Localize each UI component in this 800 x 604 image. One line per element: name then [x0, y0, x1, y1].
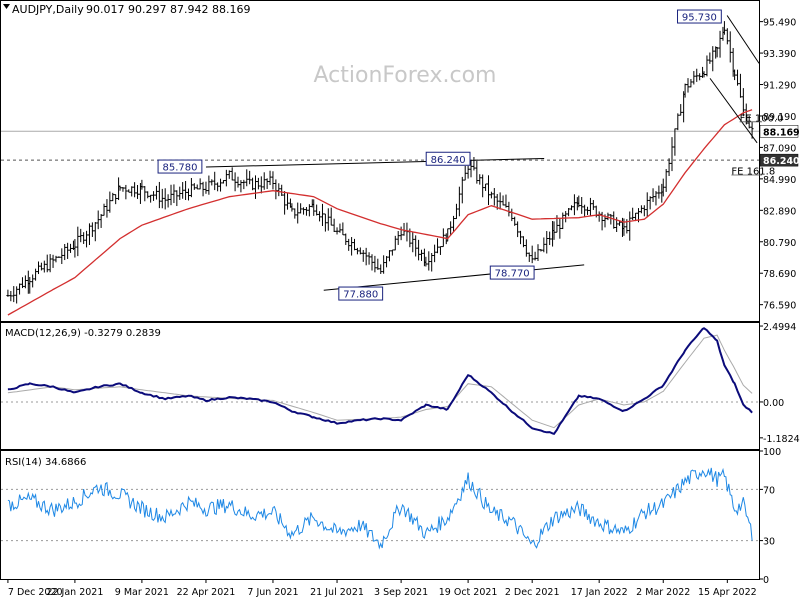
macd-y-tick-label: -1.1824 — [763, 434, 800, 445]
high-95730-label: 95.730 — [682, 13, 717, 24]
macd-panel-frame — [0, 322, 760, 450]
level-price-label: 86.240 — [763, 156, 800, 167]
x-tick-label: 7 Jun 2021 — [247, 587, 298, 598]
dropdown-icon[interactable] — [3, 4, 10, 9]
macd-line — [7, 327, 753, 435]
price-series-layer — [6, 21, 754, 304]
x-tick-label: 15 Apr 2022 — [698, 587, 757, 598]
low-78770-box — [489, 265, 535, 280]
rsi-panel-frame — [0, 450, 760, 580]
x-tick-label: 19 Oct 2021 — [439, 587, 498, 598]
x-tick-label: 22 Apr 2021 — [177, 587, 236, 598]
price-y-tick-label: 84.990 — [763, 175, 796, 186]
x-tick-label: 7 Dec 2020 — [8, 587, 63, 598]
low-77880-box — [338, 286, 384, 301]
support-trendline — [323, 264, 585, 291]
price-y-tick-label: 82.890 — [763, 206, 796, 217]
trendline-layer — [205, 15, 760, 291]
resistance-trendline — [205, 158, 545, 168]
fe-161-label: FE 161.8 — [731, 167, 775, 178]
macd-layer — [7, 327, 753, 435]
ema-layer — [7, 109, 753, 316]
annotation-layer: 95.730 85.780 86.240 77.880 78.770 FE 100.0 FE… — [157, 9, 784, 301]
high-86240-box — [425, 151, 471, 166]
macd-y-tick-label: 2.4994 — [763, 322, 796, 333]
x-tick-label: 9 Mar 2021 — [115, 587, 169, 598]
rsi-y-tick-label: 30 — [763, 537, 775, 548]
price-y-tick-label: 89.190 — [763, 112, 796, 123]
x-tick-label: 3 Sep 2021 — [374, 587, 428, 598]
level-lines — [1, 130, 759, 542]
price-y-tick-label: 93.390 — [763, 49, 796, 60]
price-y-tick-label: 95.490 — [763, 18, 796, 29]
channel-lower-line — [709, 78, 758, 144]
low-78770-label: 78.770 — [495, 269, 530, 280]
macd-signal-line — [7, 334, 753, 429]
level-price-box — [759, 153, 799, 167]
symbol-label: AUDJPY,Daily — [12, 3, 84, 16]
price-panel-frame — [0, 0, 760, 322]
ohlc-values: 90.017 90.297 87.942 88.169 — [86, 3, 250, 16]
ema-line — [7, 109, 753, 316]
high-86240-label: 86.240 — [431, 155, 466, 166]
x-tick-label: 22 Jan 2021 — [46, 587, 103, 598]
x-tick-label: 17 Jan 2022 — [571, 587, 628, 598]
fe-100-label: FE 100.0 — [740, 114, 784, 125]
price-y-tick-label: 87.090 — [763, 143, 796, 154]
rsi-y-tick-label: 100 — [763, 447, 781, 458]
rsi-label: RSI(14) 34.6866 — [5, 457, 86, 468]
high-85780-label: 85.780 — [162, 163, 197, 174]
macd-label: MACD(12,26,9) -0.3279 0.2839 — [5, 328, 161, 339]
current-price-label: 88.169 — [763, 127, 800, 138]
high-85780-box — [157, 159, 203, 174]
current-price-box — [759, 125, 799, 138]
rsi-layer — [7, 467, 753, 550]
high-95730-box — [677, 9, 722, 24]
watermark: ActionForex.com — [314, 63, 497, 88]
price-y-tick-label: 80.790 — [763, 238, 796, 249]
price-y-tick-label: 78.690 — [763, 269, 796, 280]
price-y-tick-label: 76.590 — [763, 301, 796, 312]
x-tick-label: 21 Jul 2021 — [310, 587, 364, 598]
x-tick-label: 2 Mar 2022 — [636, 587, 690, 598]
rsi-y-tick-label: 70 — [763, 485, 775, 496]
rsi-line — [7, 467, 753, 550]
axis-layer: 95.490 93.390 91.290 89.190 87.090 84.990 82.8… — [7, 18, 800, 598]
channel-upper-line — [726, 15, 760, 64]
macd-y-tick-label: 0.00 — [763, 398, 784, 409]
price-y-tick-label: 91.290 — [763, 81, 796, 92]
rsi-y-tick-label: 0 — [763, 575, 769, 586]
x-tick-label: 2 Dec 2021 — [505, 587, 560, 598]
low-77880-label: 77.880 — [343, 290, 378, 301]
